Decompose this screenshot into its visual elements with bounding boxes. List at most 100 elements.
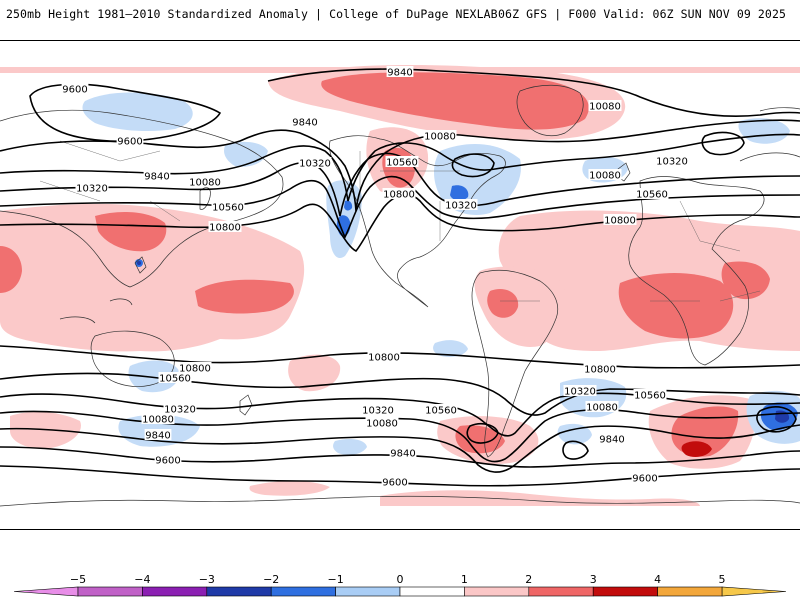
- contour-label-bg: [386, 66, 414, 77]
- contour-label-bg: [298, 157, 332, 168]
- colorbar-segment: [270, 586, 336, 597]
- contour-label-bg: [631, 472, 659, 483]
- contour-label-bg: [208, 221, 242, 232]
- contour-label-bg: [158, 372, 192, 383]
- colorbar-max-arrow: [721, 586, 787, 597]
- colorbar-segment: [335, 586, 401, 597]
- contour-label: 10560: [634, 391, 666, 402]
- contour-label: 9600: [62, 85, 87, 96]
- contour-label: 10320: [656, 157, 688, 168]
- contour-label: 9840: [292, 118, 317, 129]
- contour-label-bg: [603, 214, 637, 225]
- contour-label: 10320: [564, 387, 596, 398]
- contour-label: 9600: [117, 137, 142, 148]
- contour-label: 10800: [604, 216, 636, 227]
- contour-label-bg: [188, 176, 222, 187]
- contour-label-bg: [211, 201, 245, 212]
- contour-label: 10080: [586, 403, 618, 414]
- contour-label: 10560: [212, 203, 244, 214]
- colorbar-tick-label: 1: [461, 573, 468, 586]
- contour-label: 9600: [632, 474, 657, 485]
- contour-label: 9840: [387, 68, 412, 79]
- contour-label-bg: [75, 182, 109, 193]
- colorbar-segment: [528, 586, 594, 597]
- colorbar-segment: [399, 586, 465, 597]
- contour-label-bg: [116, 135, 144, 146]
- contour-label: 10560: [636, 190, 668, 201]
- contour-label-bg: [367, 351, 401, 362]
- contour-label: 10560: [386, 158, 418, 169]
- colorbar-segment: [206, 586, 272, 597]
- anomaly-shading-strong-positive: [0, 72, 770, 457]
- contour-label-bg: [588, 169, 622, 180]
- contour-label-bg: [563, 385, 597, 396]
- colorbar-tick-label: −5: [70, 573, 86, 586]
- contour-label-bg: [655, 155, 689, 166]
- contour-label-bg: [423, 130, 457, 141]
- colorbar-tick-label: 2: [525, 573, 532, 586]
- contour-label-bg: [143, 170, 171, 181]
- colorbar-legend: −5 −4 −3 −2 −1 0 1 2 3 4 5: [0, 570, 800, 600]
- contour-label-bg: [144, 429, 172, 440]
- colorbar-tick-label: −2: [263, 573, 279, 586]
- contour-label-bg: [583, 363, 617, 374]
- colorbar-segment: [77, 586, 143, 597]
- contour-label-bg: [598, 433, 626, 444]
- contour-label: 10320: [164, 405, 196, 416]
- chart-title: 250mb Height 1981–2010 Standardized Anom…: [6, 7, 498, 21]
- contour-label-bg: [381, 476, 409, 487]
- contour-label: 9600: [155, 456, 180, 467]
- contour-label: 10560: [425, 406, 457, 417]
- contour-label-bg: [389, 447, 417, 458]
- coastlines: [0, 84, 800, 507]
- colorbar-tick-label: 0: [397, 573, 404, 586]
- contour-label-bg: [635, 188, 669, 199]
- contour-label: 10080: [142, 415, 174, 426]
- contour-label: 9600: [382, 478, 407, 489]
- contour-label: 10320: [299, 159, 331, 170]
- contour-label: 10080: [589, 102, 621, 113]
- anomaly-map[interactable]: 9840 9600 9600 10080 9840 10080 10320 10560 1032…: [0, 40, 800, 530]
- contour-label-bg: [633, 389, 667, 400]
- contour-label-bg: [365, 417, 399, 428]
- colorbar-segment: [657, 586, 723, 597]
- contour-label: 10080: [189, 178, 221, 189]
- contour-label-bg: [424, 404, 458, 415]
- colorbar-tick-label: −4: [134, 573, 150, 586]
- contour-label: 9840: [144, 172, 169, 183]
- contour-label: 10800: [368, 353, 400, 364]
- contour-label: 10560: [159, 374, 191, 385]
- colorbar-tick-label: 3: [590, 573, 597, 586]
- contour-label: 10080: [424, 132, 456, 143]
- contour-label: 10800: [209, 223, 241, 234]
- colorbar-segment: [142, 586, 208, 597]
- contour-label-bg: [154, 454, 182, 465]
- colorbar-tick-label: −3: [199, 573, 215, 586]
- contour-label-bg: [382, 188, 416, 199]
- contour-label: 10800: [584, 365, 616, 376]
- contour-label: 10080: [589, 171, 621, 182]
- colorbar-segment: [464, 586, 530, 597]
- contour-label-bg: [444, 199, 478, 210]
- contour-label-bg: [291, 116, 319, 127]
- contour-label-bg: [385, 156, 419, 167]
- political-borders: [39, 140, 761, 302]
- contour-label: 10800: [383, 190, 415, 201]
- contour-label: 9840: [390, 449, 415, 460]
- contour-label-bg: [141, 413, 175, 424]
- colorbar-min-arrow: [13, 586, 79, 597]
- contour-label-bg: [588, 100, 622, 111]
- contour-label: 10080: [366, 419, 398, 430]
- contour-label-bg: [585, 401, 619, 412]
- colorbar-tick-label: 5: [719, 573, 726, 586]
- colorbar-tick-label: 4: [654, 573, 661, 586]
- contour-label: 9840: [599, 435, 624, 446]
- contour-label: 10320: [445, 201, 477, 212]
- contour-label-bg: [61, 83, 89, 94]
- anomaly-shading-max-positive: [681, 441, 712, 457]
- colorbar-tick-label: −1: [327, 573, 343, 586]
- contour-label-bg: [163, 403, 197, 414]
- colorbar-segment: [592, 586, 658, 597]
- contour-label: 10320: [76, 184, 108, 195]
